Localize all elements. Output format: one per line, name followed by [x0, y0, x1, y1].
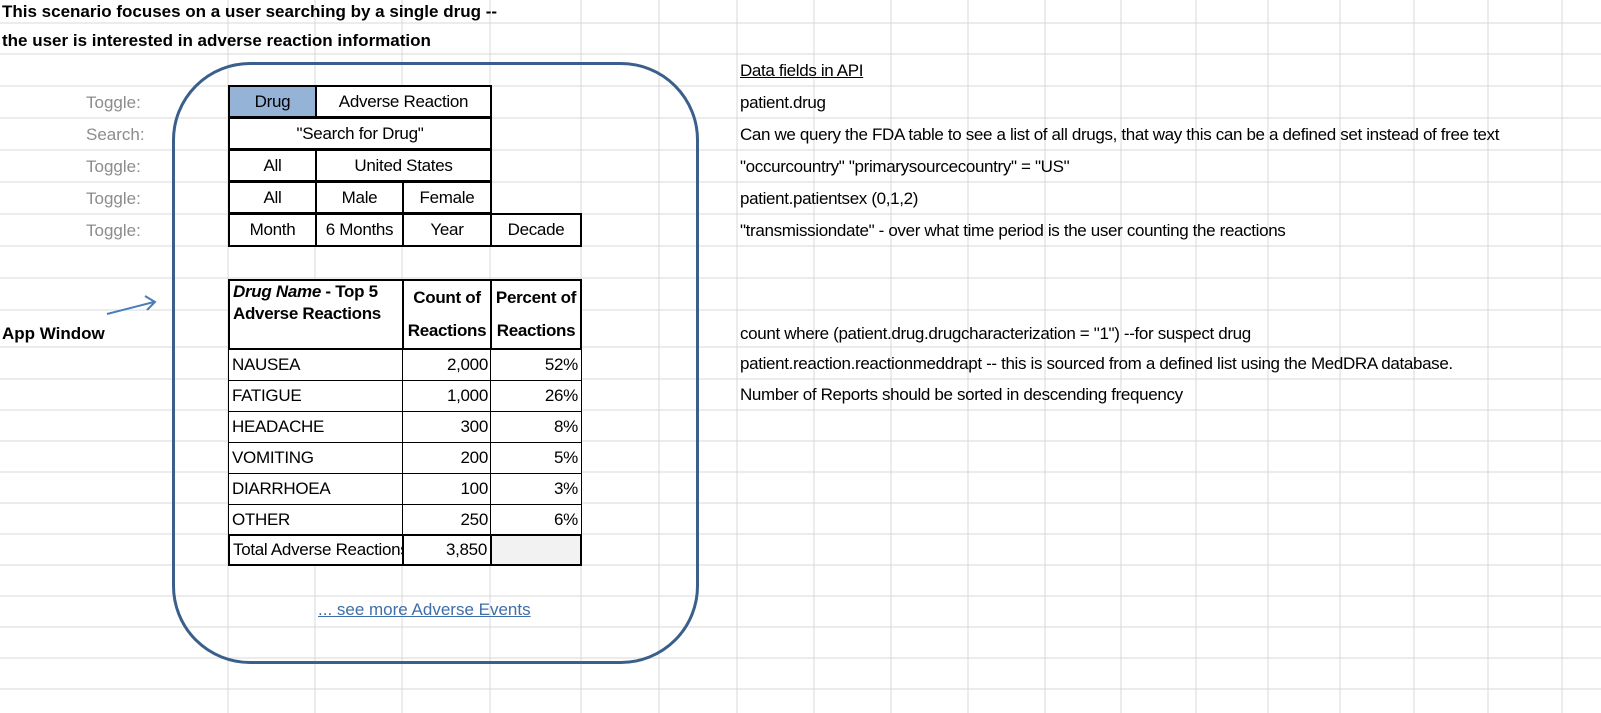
- drug-search-input[interactable]: "Search for Drug": [228, 117, 492, 150]
- row-label-toggle-mode: Toggle:: [86, 93, 141, 112]
- table-header-count-line1: Count of: [413, 287, 481, 307]
- reaction-name: OTHER: [228, 504, 404, 536]
- reaction-count: 200: [402, 442, 492, 474]
- table-header-adverse-reactions: Adverse Reactions: [233, 304, 381, 323]
- scenario-line-1: This scenario focuses on a user searchin…: [2, 2, 498, 21]
- reaction-percent: 26%: [490, 380, 582, 412]
- reaction-percent: 3%: [490, 473, 582, 505]
- note-country: "occurcountry" "primarysourcecountry" = …: [740, 157, 1070, 176]
- toggle-sex-female[interactable]: Female: [402, 181, 492, 214]
- note-period: "transmissiondate" - over what time peri…: [740, 221, 1286, 240]
- table-header-percent-line1: Percent of: [495, 287, 577, 307]
- note-drug: patient.drug: [740, 93, 826, 112]
- reaction-count: 250: [402, 504, 492, 536]
- note-search: Can we query the FDA table to see a list…: [740, 125, 1500, 144]
- toggle-period-year[interactable]: Year: [402, 213, 492, 247]
- app-window-label: App Window: [2, 324, 105, 343]
- note-reaction: patient.reaction.reactionmeddrapt -- thi…: [740, 354, 1453, 373]
- row-label-search: Search:: [86, 125, 145, 144]
- toggle-period-decade[interactable]: Decade: [490, 213, 582, 247]
- toggle-country-all[interactable]: All: [228, 149, 317, 182]
- note-sort: Number of Reports should be sorted in de…: [740, 385, 1183, 404]
- pointer-arrow-icon: [106, 295, 157, 315]
- reaction-name: NAUSEA: [228, 349, 404, 381]
- toggle-country-us[interactable]: United States: [315, 149, 492, 182]
- note-count: count where (patient.drug.drugcharacteri…: [740, 324, 1251, 343]
- toggle-period-6-months[interactable]: 6 Months: [315, 213, 404, 247]
- reaction-count: 300: [402, 411, 492, 443]
- toggle-drug[interactable]: Drug: [228, 85, 317, 118]
- table-header-drug-name: Drug Name: [233, 282, 321, 301]
- reaction-name: VOMITING: [228, 442, 404, 474]
- table-header-percent: Percent of Reactions: [490, 279, 582, 350]
- table-header-top5: - Top 5: [321, 282, 378, 301]
- reaction-count: 1,000: [402, 380, 492, 412]
- row-label-toggle-sex: Toggle:: [86, 189, 141, 208]
- reaction-name: FATIGUE: [228, 380, 404, 412]
- total-percent: [490, 534, 582, 566]
- total-count: 3,850: [402, 534, 492, 566]
- reaction-percent: 6%: [490, 504, 582, 536]
- reaction-percent: 8%: [490, 411, 582, 443]
- toggle-sex-male[interactable]: Male: [315, 181, 404, 214]
- see-more-link[interactable]: ... see more Adverse Events: [318, 600, 531, 619]
- table-header-percent-line2: Reactions: [496, 321, 576, 341]
- reaction-percent: 52%: [490, 349, 582, 381]
- table-header-count: Count of Reactions: [402, 279, 492, 350]
- toggle-sex-all[interactable]: All: [228, 181, 317, 214]
- toggle-adverse-reaction[interactable]: Adverse Reaction: [315, 85, 492, 118]
- scenario-line-2: the user is interested in adverse reacti…: [2, 31, 431, 50]
- row-label-toggle-country: Toggle:: [86, 157, 141, 176]
- table-header-count-line2: Reactions: [407, 321, 487, 341]
- total-label: Total Adverse Reactions: [228, 534, 404, 566]
- toggle-period-month[interactable]: Month: [228, 213, 317, 247]
- app-window-frame: [172, 62, 699, 664]
- reaction-count: 100: [402, 473, 492, 505]
- reaction-count: 2,000: [402, 349, 492, 381]
- reaction-name: HEADACHE: [228, 411, 404, 443]
- reaction-name: DIARRHOEA: [228, 473, 404, 505]
- row-label-toggle-period: Toggle:: [86, 221, 141, 240]
- note-sex: patient.patientsex (0,1,2): [740, 189, 919, 208]
- table-header-name: Drug Name - Top 5 Adverse Reactions: [228, 279, 404, 350]
- notes-heading: Data fields in API: [740, 61, 864, 80]
- reaction-percent: 5%: [490, 442, 582, 474]
